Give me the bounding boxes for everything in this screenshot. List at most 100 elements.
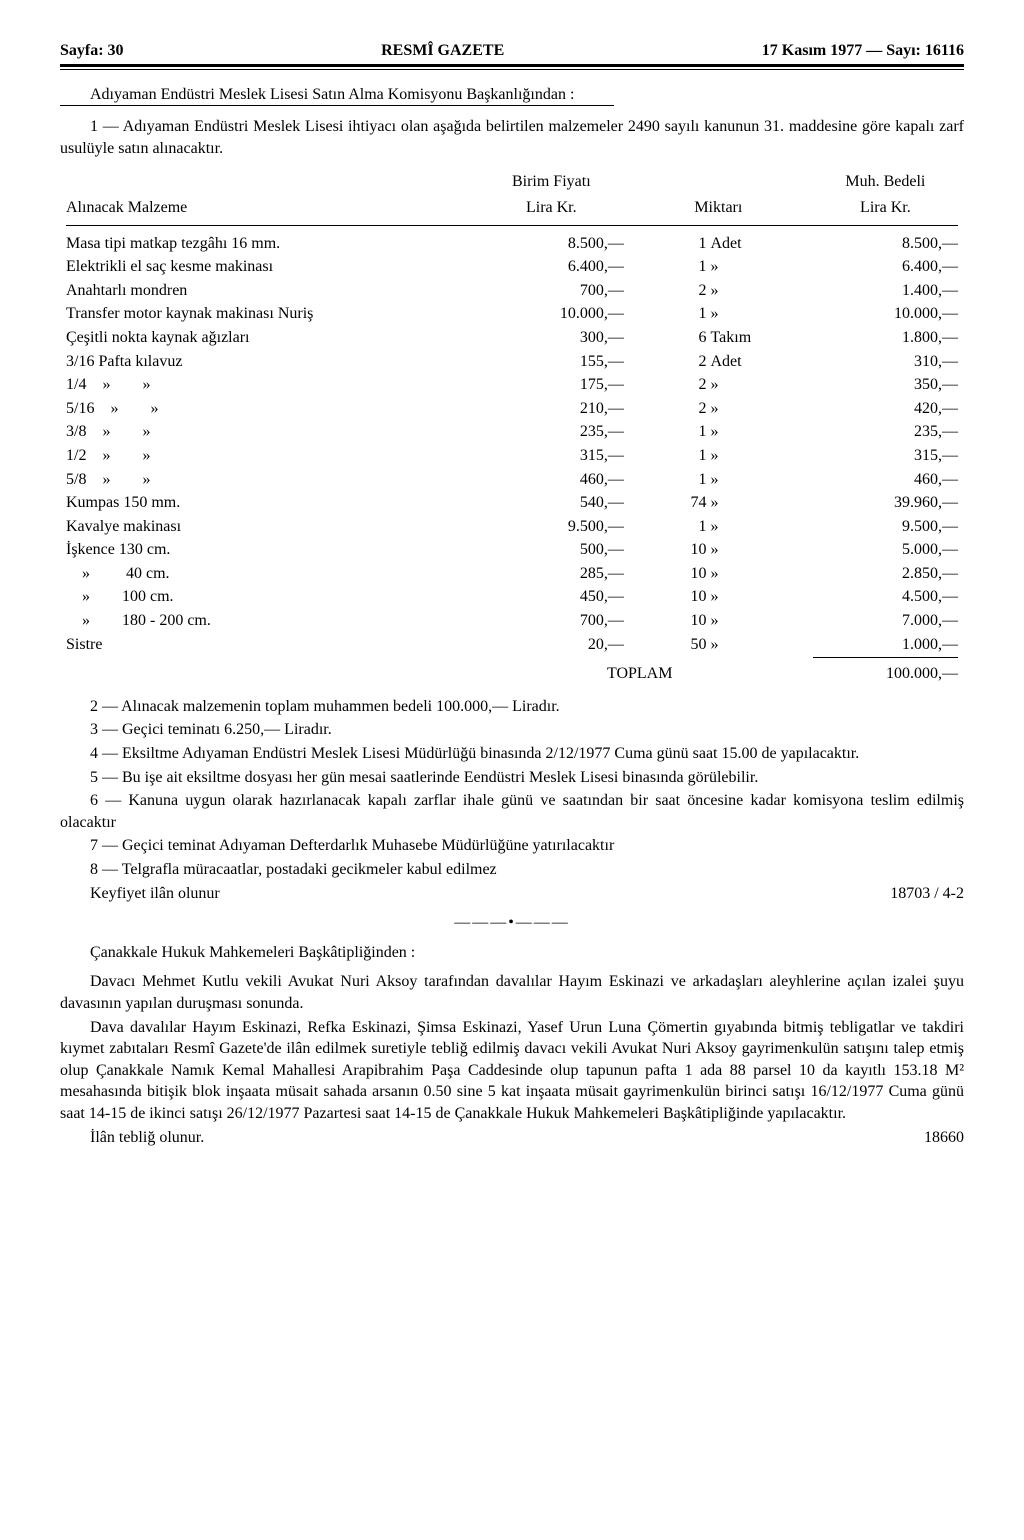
- cell-price: 540,—: [473, 491, 630, 515]
- th-price-bot: Lira Kr.: [473, 195, 630, 221]
- table-row: 5/8 » »460,—1»460,—: [60, 468, 964, 492]
- cell-qty: 1: [630, 302, 709, 326]
- table-row: Çeşitli nokta kaynak ağızları300,—6Takım…: [60, 326, 964, 350]
- cell-qty: 1: [630, 468, 709, 492]
- cell-qty: 2: [630, 397, 709, 421]
- cell-desc: 5/8 » »: [60, 468, 473, 492]
- cell-unit: Takım: [709, 326, 807, 350]
- table-row: » 40 cm.285,—10»2.850,—: [60, 562, 964, 586]
- cell-price: 450,—: [473, 585, 630, 609]
- notice1-para: 4 — Eksiltme Adıyaman Endüstri Meslek Li…: [60, 743, 964, 765]
- page-header: Sayfa: 30 RESMÎ GAZETE 17 Kasım 1977 — S…: [60, 40, 964, 67]
- cell-unit: »: [709, 515, 807, 539]
- cell-price: 700,—: [473, 609, 630, 633]
- table-row: 3/16 Pafta kılavuz155,—2Adet310,—: [60, 350, 964, 374]
- notice-2: Çanakkale Hukuk Mahkemeleri Başkâtipliği…: [60, 942, 964, 1148]
- notice1-source: Adıyaman Endüstri Meslek Lisesi Satın Al…: [60, 84, 614, 107]
- table-row: Kavalye makinası9.500,—1»9.500,—: [60, 515, 964, 539]
- cell-qty: 1: [630, 232, 709, 256]
- cell-desc: Kavalye makinası: [60, 515, 473, 539]
- cell-qty: 1: [630, 444, 709, 468]
- notice2-closing-line: İlân tebliğ olunur. 18660: [60, 1127, 964, 1149]
- table-row: Transfer motor kaynak makinası Nuriş 10.0…: [60, 302, 964, 326]
- separator: ———•———: [60, 912, 964, 934]
- cell-desc: Anahtarlı mondren: [60, 279, 473, 303]
- cell-qty: 1: [630, 515, 709, 539]
- total-label: TOPLAM: [473, 659, 807, 686]
- cell-price: 285,—: [473, 562, 630, 586]
- table-row: İşkence 130 cm.500,—10»5.000,—: [60, 538, 964, 562]
- cell-desc: Masa tipi matkap tezgâhı 16 mm.: [60, 232, 473, 256]
- notice-1: Adıyaman Endüstri Meslek Lisesi Satın Al…: [60, 80, 964, 905]
- cell-unit: »: [709, 279, 807, 303]
- cell-qty: 1: [630, 420, 709, 444]
- cell-unit: »: [709, 585, 807, 609]
- header-center: RESMÎ GAZETE: [381, 40, 504, 62]
- cell-price: 460,—: [473, 468, 630, 492]
- notice2-closing: İlân tebliğ olunur.: [90, 1129, 204, 1146]
- cell-qty: 6: [630, 326, 709, 350]
- cell-total: 10.000,—: [807, 302, 964, 326]
- th-price-top: Birim Fiyatı: [473, 169, 630, 195]
- cell-desc: İşkence 130 cm.: [60, 538, 473, 562]
- cell-qty: 50: [630, 633, 709, 657]
- total-value: 100.000,—: [807, 659, 964, 686]
- notice1-closing-line: Keyfiyet ilân olunur 18703 / 4-2: [60, 883, 964, 905]
- cell-total: 2.850,—: [807, 562, 964, 586]
- notice1-para: 6 — Kanuna uygun olarak hazırlanacak kap…: [60, 790, 964, 833]
- cell-unit: »: [709, 538, 807, 562]
- cell-price: 210,—: [473, 397, 630, 421]
- th-total-top: Muh. Bedeli: [807, 169, 964, 195]
- cell-total: 1.800,—: [807, 326, 964, 350]
- cell-desc: 1/2 » »: [60, 444, 473, 468]
- cell-qty: 1: [630, 255, 709, 279]
- table-row: Sistre20,—50»1.000,—: [60, 633, 964, 657]
- cell-unit: »: [709, 373, 807, 397]
- notice1-para: 7 — Geçici teminat Adıyaman Defterdarlık…: [60, 835, 964, 857]
- cell-qty: 10: [630, 538, 709, 562]
- cell-unit: »: [709, 609, 807, 633]
- cell-unit: »: [709, 397, 807, 421]
- cell-total: 9.500,—: [807, 515, 964, 539]
- cell-total: 8.500,—: [807, 232, 964, 256]
- notice1-para: 3 — Geçici teminatı 6.250,— Liradır.: [60, 719, 964, 741]
- notice1-para: 8 — Telgrafla müracaatlar, postadaki gec…: [60, 859, 964, 881]
- cell-total: 1.000,—: [807, 633, 964, 657]
- materials-table: Alınacak Malzeme Birim Fiyatı Miktarı Mu…: [60, 169, 964, 685]
- materials-table-wrap: Alınacak Malzeme Birim Fiyatı Miktarı Mu…: [60, 169, 964, 685]
- cell-unit: Adet: [709, 232, 807, 256]
- notice1-closing: Keyfiyet ilân olunur: [90, 885, 220, 902]
- table-row: Kumpas 150 mm.540,—74»39.960,—: [60, 491, 964, 515]
- cell-price: 175,—: [473, 373, 630, 397]
- cell-price: 6.400,—: [473, 255, 630, 279]
- cell-unit: »: [709, 491, 807, 515]
- cell-qty: 74: [630, 491, 709, 515]
- table-row: 5/16 » »210,—2»420,—: [60, 397, 964, 421]
- cell-price: 300,—: [473, 326, 630, 350]
- cell-desc: Transfer motor kaynak makinası Nuriş: [60, 302, 473, 326]
- cell-qty: 2: [630, 373, 709, 397]
- cell-desc: » 100 cm.: [60, 585, 473, 609]
- cell-qty: 2: [630, 350, 709, 374]
- cell-unit: »: [709, 562, 807, 586]
- cell-total: 7.000,—: [807, 609, 964, 633]
- cell-desc: 1/4 » »: [60, 373, 473, 397]
- cell-desc: Sistre: [60, 633, 473, 657]
- cell-price: 500,—: [473, 538, 630, 562]
- table-row: » 180 - 200 cm.700,—10»7.000,—: [60, 609, 964, 633]
- cell-total: 39.960,—: [807, 491, 964, 515]
- notice1-intro: 1 — Adıyaman Endüstri Meslek Lisesi ihti…: [60, 116, 964, 159]
- table-row: 1/2 » »315,—1»315,—: [60, 444, 964, 468]
- th-total-bot: Lira Kr.: [807, 195, 964, 221]
- cell-total: 315,—: [807, 444, 964, 468]
- cell-desc: » 40 cm.: [60, 562, 473, 586]
- cell-qty: 10: [630, 562, 709, 586]
- cell-price: 700,—: [473, 279, 630, 303]
- cell-desc: » 180 - 200 cm.: [60, 609, 473, 633]
- cell-qty: 10: [630, 609, 709, 633]
- cell-desc: 3/8 » »: [60, 420, 473, 444]
- cell-total: 5.000,—: [807, 538, 964, 562]
- notice1-para: 5 — Bu işe ait eksiltme dosyası her gün …: [60, 767, 964, 789]
- cell-desc: Kumpas 150 mm.: [60, 491, 473, 515]
- cell-price: 9.500,—: [473, 515, 630, 539]
